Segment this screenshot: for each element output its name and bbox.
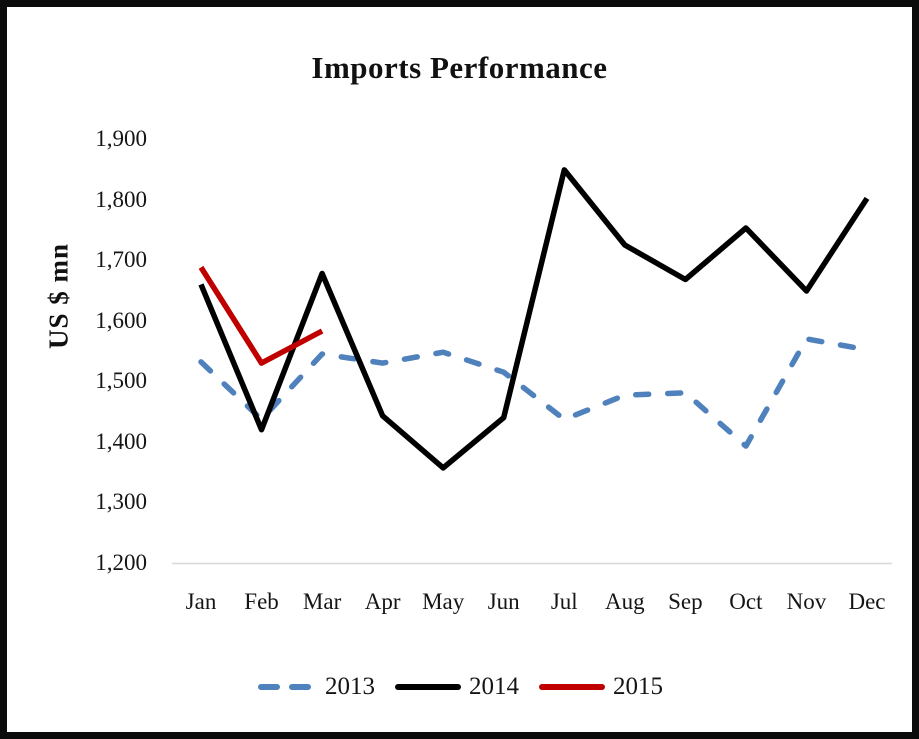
x-tick-label-nov: Nov — [786, 589, 827, 614]
x-tick-label-jun: Jun — [487, 589, 520, 614]
legend-label-2015: 2015 — [613, 673, 663, 700]
legend-dashed-line-icon — [258, 684, 316, 690]
y-tick-label-1800: 1,800 — [95, 186, 147, 212]
legend-label-2014: 2014 — [469, 673, 519, 700]
legend-item-2013: 2013 — [256, 672, 375, 702]
legend-item-2014: 2014 — [394, 672, 519, 702]
series-line-2015 — [198, 265, 324, 366]
y-tick-label-1500: 1,500 — [95, 368, 147, 394]
y-tick-label-1900: 1,900 — [95, 126, 147, 151]
legend-solid-line-icon-2015 — [539, 684, 605, 690]
y-tick-label-1200: 1,200 — [95, 550, 147, 575]
legend-solid-line-icon-2014 — [395, 684, 461, 690]
chart-title: Imports Performance — [311, 50, 608, 85]
legend-label-2013: 2013 — [325, 673, 375, 700]
series-line-2014 — [198, 167, 870, 471]
legend: 2013 2014 2015 — [7, 672, 912, 702]
x-tick-label-may: May — [422, 589, 465, 614]
y-tick-label-1700: 1,700 — [95, 247, 147, 273]
x-tick-label-aug: Aug — [605, 589, 645, 614]
x-tick-label-jan: Jan — [185, 589, 217, 614]
y-tick-label-1400: 1,400 — [95, 428, 147, 454]
x-tick-label-jul: Jul — [550, 589, 578, 614]
x-tick-label-oct: Oct — [729, 589, 763, 614]
x-tick-label-sep: Sep — [668, 589, 703, 614]
plot-area — [172, 167, 892, 565]
y-tick-label-1600: 1,600 — [95, 307, 147, 333]
series-line-2013 — [198, 336, 870, 449]
x-tick-label-dec: Dec — [848, 589, 886, 614]
y-tick-label-1300: 1,300 — [95, 489, 147, 515]
x-tick-label-apr: Apr — [364, 589, 401, 614]
series-lines — [198, 167, 870, 471]
x-tick-label-mar: Mar — [302, 589, 342, 614]
legend-item-2015: 2015 — [538, 672, 663, 702]
x-tick-label-feb: Feb — [244, 589, 279, 614]
